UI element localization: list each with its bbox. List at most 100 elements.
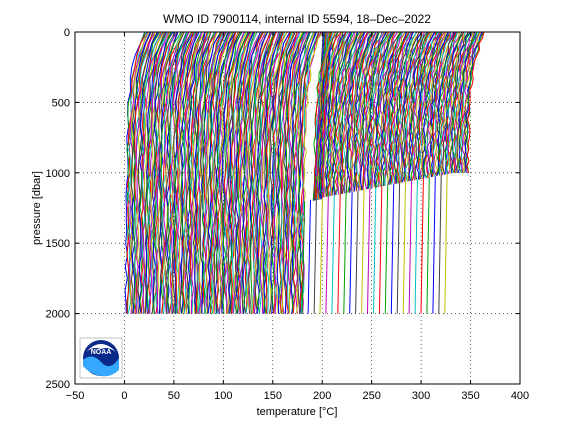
profile-line (185, 31, 206, 314)
profile-line (317, 31, 339, 199)
profile-line (363, 31, 384, 190)
profile-line (265, 31, 286, 314)
axes-frame (74, 31, 521, 385)
profile-line (406, 31, 425, 182)
profile-line (187, 31, 209, 314)
profile-deep-line (390, 184, 395, 314)
y-tick-label: 500 (52, 97, 70, 109)
profile-line (291, 31, 311, 314)
profile-line (265, 31, 284, 314)
profile-line (211, 31, 231, 314)
x-tick-label: 200 (313, 390, 331, 402)
profile-line (426, 31, 447, 178)
profile-deep-line (313, 198, 317, 314)
profile-line (439, 31, 459, 176)
profile-deep-line (307, 199, 311, 314)
profile-line (250, 31, 271, 314)
profile-line (273, 31, 295, 314)
logo-bird (86, 344, 116, 352)
profile-line (227, 31, 249, 314)
profile-deep-line (331, 195, 335, 314)
x-tick-label: 250 (362, 390, 380, 402)
profile-line (254, 31, 276, 314)
profile-line (360, 31, 380, 191)
y-tick-label: 2500 (46, 379, 70, 391)
profile-line (326, 31, 347, 197)
y-tick-label: 1000 (46, 168, 70, 180)
profile-line (368, 31, 389, 189)
profile-line (387, 31, 408, 186)
profile-line (289, 31, 310, 314)
y-tick-label: 2000 (46, 309, 70, 321)
profile-line (192, 31, 211, 314)
profile-line (249, 31, 269, 258)
y-tick-label: 0 (64, 27, 70, 39)
x-axis-label: temperature [°C] (257, 406, 338, 418)
profile-line (293, 31, 315, 258)
x-tick-label: 0 (121, 390, 127, 402)
profile-line (386, 31, 406, 186)
profile-line (444, 31, 465, 175)
profile-line (357, 31, 377, 191)
profile-line (261, 31, 283, 314)
profile-line (142, 31, 164, 314)
profile-line (196, 31, 216, 314)
profile-line (299, 31, 320, 314)
profile-line (432, 31, 452, 177)
profile-line (457, 31, 477, 173)
x-tick-label: 50 (168, 390, 180, 402)
y-axis-label: pressure [dbar] (31, 171, 43, 245)
profile-deep-line (396, 182, 401, 314)
profile-line (231, 31, 252, 314)
profile-line (131, 31, 151, 314)
profile-line (444, 31, 465, 175)
profile-line (466, 31, 485, 173)
profile-deep-line (361, 189, 365, 314)
profile-line (408, 31, 428, 182)
profile-line (391, 31, 412, 185)
profile-deep-line (384, 185, 389, 314)
profile-deep-line (343, 193, 347, 314)
profile-line (245, 31, 266, 314)
x-tick-label: 300 (412, 390, 430, 402)
profile-line (451, 31, 472, 173)
ticks: −50 0 50 100 150 200 250 300 350 400 0 500 1000 1500 2… (46, 27, 530, 402)
profile-line (384, 31, 404, 186)
x-tick-label: 400 (511, 390, 529, 402)
profile-line (341, 31, 362, 194)
profile-deep-line (408, 180, 412, 314)
profile-line (393, 31, 413, 184)
profile-deep-line (414, 179, 418, 314)
profile-line (372, 31, 394, 188)
profile-deep-line (432, 176, 436, 314)
profile-line (369, 31, 390, 189)
profile-line (413, 31, 433, 180)
profile-line (351, 31, 371, 192)
profile-deep-line (373, 187, 377, 314)
profile-deep-line (337, 194, 341, 314)
profile-deep-line (325, 196, 329, 314)
plot-area: −50 0 50 100 150 200 250 300 350 400 0 500 1000 1500 2… (46, 27, 530, 402)
profile-line (204, 31, 226, 314)
x-tick-label: 350 (461, 390, 479, 402)
profile-line (137, 31, 158, 314)
chart-title: WMO ID 7900114, internal ID 5594, 18–Dec… (163, 12, 431, 26)
profile-line (235, 31, 255, 314)
profile-line (145, 31, 167, 314)
profile-line (168, 31, 190, 314)
profile-line (295, 31, 315, 314)
x-tick-label: 100 (214, 390, 232, 402)
profile-line (177, 31, 197, 314)
profile-line (205, 31, 227, 314)
profile-line (187, 31, 206, 314)
profile-line (172, 31, 193, 314)
profile-line (420, 31, 442, 179)
profile-line (466, 31, 485, 173)
profile-line (272, 31, 293, 314)
profile-deep-line (319, 197, 323, 314)
profile-line (139, 31, 161, 314)
profile-line (237, 31, 258, 314)
profile-line (337, 31, 358, 195)
profile-deep-line (349, 191, 353, 314)
